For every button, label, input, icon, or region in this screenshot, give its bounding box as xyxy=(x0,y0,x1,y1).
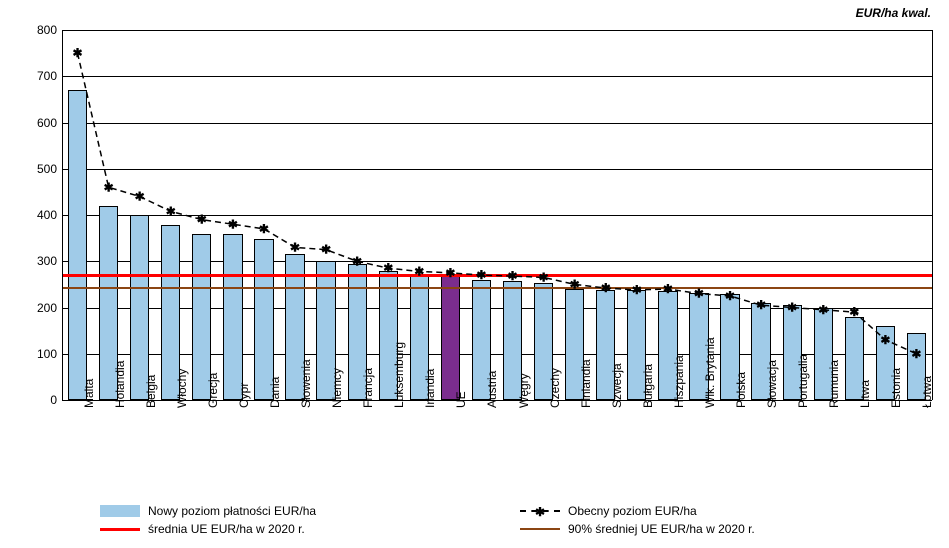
x-tick-label: Słowacja xyxy=(765,360,779,408)
legend-line-solid xyxy=(520,528,560,530)
bar xyxy=(130,215,149,400)
y-tick-label: 500 xyxy=(17,162,57,176)
x-tick-label: Irlandia xyxy=(423,369,437,408)
y-tick-label: 400 xyxy=(17,208,57,222)
x-tick-label: Hiszpania xyxy=(672,355,686,408)
x-tick-label: Francja xyxy=(361,368,375,408)
x-tick-label: Wlk. Brytania xyxy=(703,337,717,408)
x-tick-label: Portugalia xyxy=(796,354,810,408)
x-tick-label: Bułgaria xyxy=(641,364,655,408)
legend-label: Nowy poziom płatności EUR/ha xyxy=(148,504,316,518)
x-tick-label: Malta xyxy=(82,379,96,408)
y-tick-label: 700 xyxy=(17,69,57,83)
gridline xyxy=(62,123,932,124)
legend-item-ref-1: średnia UE EUR/ha w 2020 r. xyxy=(100,522,480,536)
x-tick-label: Czechy xyxy=(548,368,562,408)
axis-border xyxy=(62,30,63,400)
reference-line xyxy=(62,287,932,289)
x-tick-label: Belgia xyxy=(144,375,158,408)
x-tick-label: Estonia xyxy=(889,368,903,408)
x-tick-label: Litwa xyxy=(858,380,872,408)
y-tick-label: 200 xyxy=(17,301,57,315)
gridline xyxy=(62,76,932,77)
y-tick-label: 600 xyxy=(17,116,57,130)
legend-item-bar: Nowy poziom płatności EUR/ha xyxy=(100,504,480,518)
y-tick-label: 100 xyxy=(17,347,57,361)
reference-line xyxy=(62,274,932,277)
x-tick-label: Niemcy xyxy=(330,368,344,408)
gridline xyxy=(62,215,932,216)
y-tick-label: 800 xyxy=(17,23,57,37)
axis-border xyxy=(932,30,933,400)
legend-item-ref-2: 90% średniej UE EUR/ha w 2020 r. xyxy=(520,522,900,536)
unit-label: EUR/ha kwal. xyxy=(856,6,931,20)
bar xyxy=(223,234,242,400)
legend-swatch xyxy=(100,505,140,517)
x-tick-label: Polska xyxy=(734,372,748,408)
legend-item-line-marker: ✱ Obecny poziom EUR/ha xyxy=(520,504,900,518)
bar xyxy=(441,275,460,400)
legend-label: 90% średniej UE EUR/ha w 2020 r. xyxy=(568,522,755,536)
legend-line-dashed: ✱ xyxy=(520,510,560,512)
x-tick-label: Grecja xyxy=(206,373,220,408)
bar xyxy=(68,90,87,400)
x-tick-label: Słowenia xyxy=(299,359,313,408)
chart-container: EUR/ha kwal. 0 100 200 300 400 500 600 700 800 ✱… xyxy=(0,0,949,548)
gridline xyxy=(62,30,932,31)
asterisk-icon: ✱ xyxy=(535,505,545,519)
legend-label: Obecny poziom EUR/ha xyxy=(568,504,697,518)
x-tick-label: Luksemburg xyxy=(392,342,406,408)
y-tick-label: 300 xyxy=(17,254,57,268)
legend-label: średnia UE EUR/ha w 2020 r. xyxy=(148,522,305,536)
x-tick-label: Węgry xyxy=(517,373,531,408)
x-tick-label: Cypr xyxy=(237,383,251,408)
x-tick-label: Włochy xyxy=(175,369,189,408)
x-tick-label: Szwecja xyxy=(610,363,624,408)
x-tick-label: Dania xyxy=(268,377,282,408)
x-tick-label: Holandia xyxy=(113,361,127,408)
x-tick-label: Austria xyxy=(485,371,499,408)
x-tick-label: UE xyxy=(454,391,468,408)
x-tick-label: Rumunia xyxy=(827,360,841,408)
legend: Nowy poziom płatności EUR/ha ✱ Obecny po… xyxy=(100,504,900,540)
x-tick-label: Finlandia xyxy=(579,359,593,408)
gridline xyxy=(62,169,932,170)
legend-line-solid xyxy=(100,528,140,531)
y-tick-label: 0 xyxy=(17,393,57,407)
